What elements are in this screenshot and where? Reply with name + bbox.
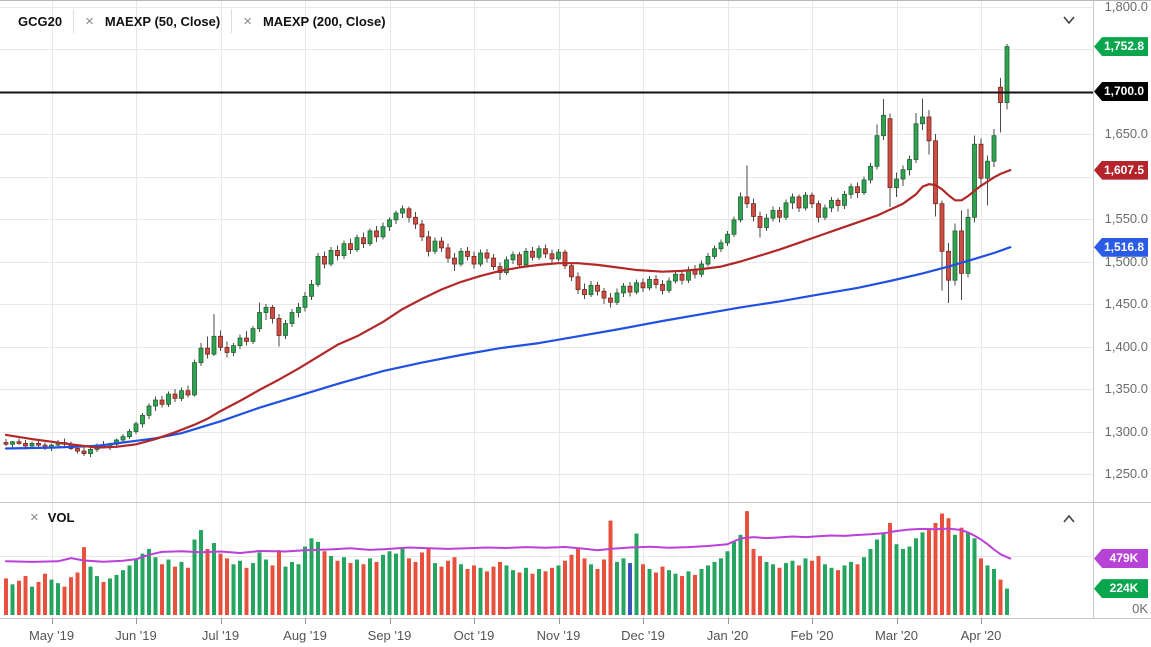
ma200-legend-label: MAEXP (200, Close)	[262, 13, 386, 29]
remove-ma200-icon[interactable]: ×	[243, 12, 252, 30]
ma200-badge: 1,516.8	[1094, 237, 1148, 257]
last-price-badge: 1,752.8	[1094, 37, 1148, 57]
ma50-badge: 1,607.5	[1094, 160, 1148, 180]
x-axis-label: Nov '19	[536, 628, 581, 643]
remove-ma50-icon[interactable]: ×	[85, 12, 94, 30]
volume-axis-label: 0K	[1132, 601, 1148, 616]
price-axis-label: 1,550.0	[1104, 211, 1148, 226]
price-axis-label: 1,250.0	[1104, 466, 1148, 481]
x-axis-label: Apr '20	[960, 628, 1002, 643]
ma50-legend-label: MAEXP (50, Close)	[104, 13, 221, 29]
legend-divider	[231, 9, 233, 33]
expand-volume-pane-button[interactable]	[1058, 511, 1080, 527]
chevron-up-icon	[1063, 514, 1075, 523]
x-axis-label: Mar '20	[875, 628, 918, 643]
price-axis-label: 1,350.0	[1104, 381, 1148, 396]
volume-ma-badge: 479K	[1094, 548, 1148, 568]
price-axis-label: 1,300.0	[1104, 423, 1148, 439]
price-axis-label: 1,650.0	[1104, 126, 1148, 141]
symbol-label: GCG20	[18, 13, 63, 29]
price-pane-legend: GCG20 × MAEXP (50, Close) × MAEXP (200, …	[18, 9, 386, 33]
x-axis-label: Dec '19	[621, 628, 665, 643]
price-axis-label: 1,400.0	[1104, 338, 1148, 354]
volume-pane-legend: × VOL	[30, 510, 75, 525]
x-axis-label: Aug '19	[283, 628, 327, 643]
x-axis-label: Sep '19	[367, 628, 412, 643]
last-volume-badge: 224K	[1094, 579, 1148, 599]
chevron-down-icon	[1063, 16, 1075, 25]
price-level-badge: 1,700.0	[1094, 82, 1148, 101]
x-axis-label: Jul '19	[201, 628, 240, 643]
price-axis-label: 1,450.0	[1104, 296, 1148, 311]
price-axis-label: 1,800.0	[1104, 0, 1148, 14]
price-axis-label: 1,500.0	[1104, 253, 1148, 269]
x-axis-label: Oct '19	[453, 628, 495, 643]
x-axis-label: Jan '20	[706, 628, 749, 643]
collapse-price-pane-button[interactable]	[1058, 12, 1080, 28]
vol-legend-label: VOL	[47, 510, 75, 525]
x-axis-label: May '19	[28, 628, 75, 643]
x-axis-label: Jun '19	[115, 628, 157, 643]
remove-vol-icon[interactable]: ×	[30, 509, 39, 526]
legend-divider	[73, 9, 75, 33]
x-axis-label: Feb '20	[790, 628, 834, 643]
